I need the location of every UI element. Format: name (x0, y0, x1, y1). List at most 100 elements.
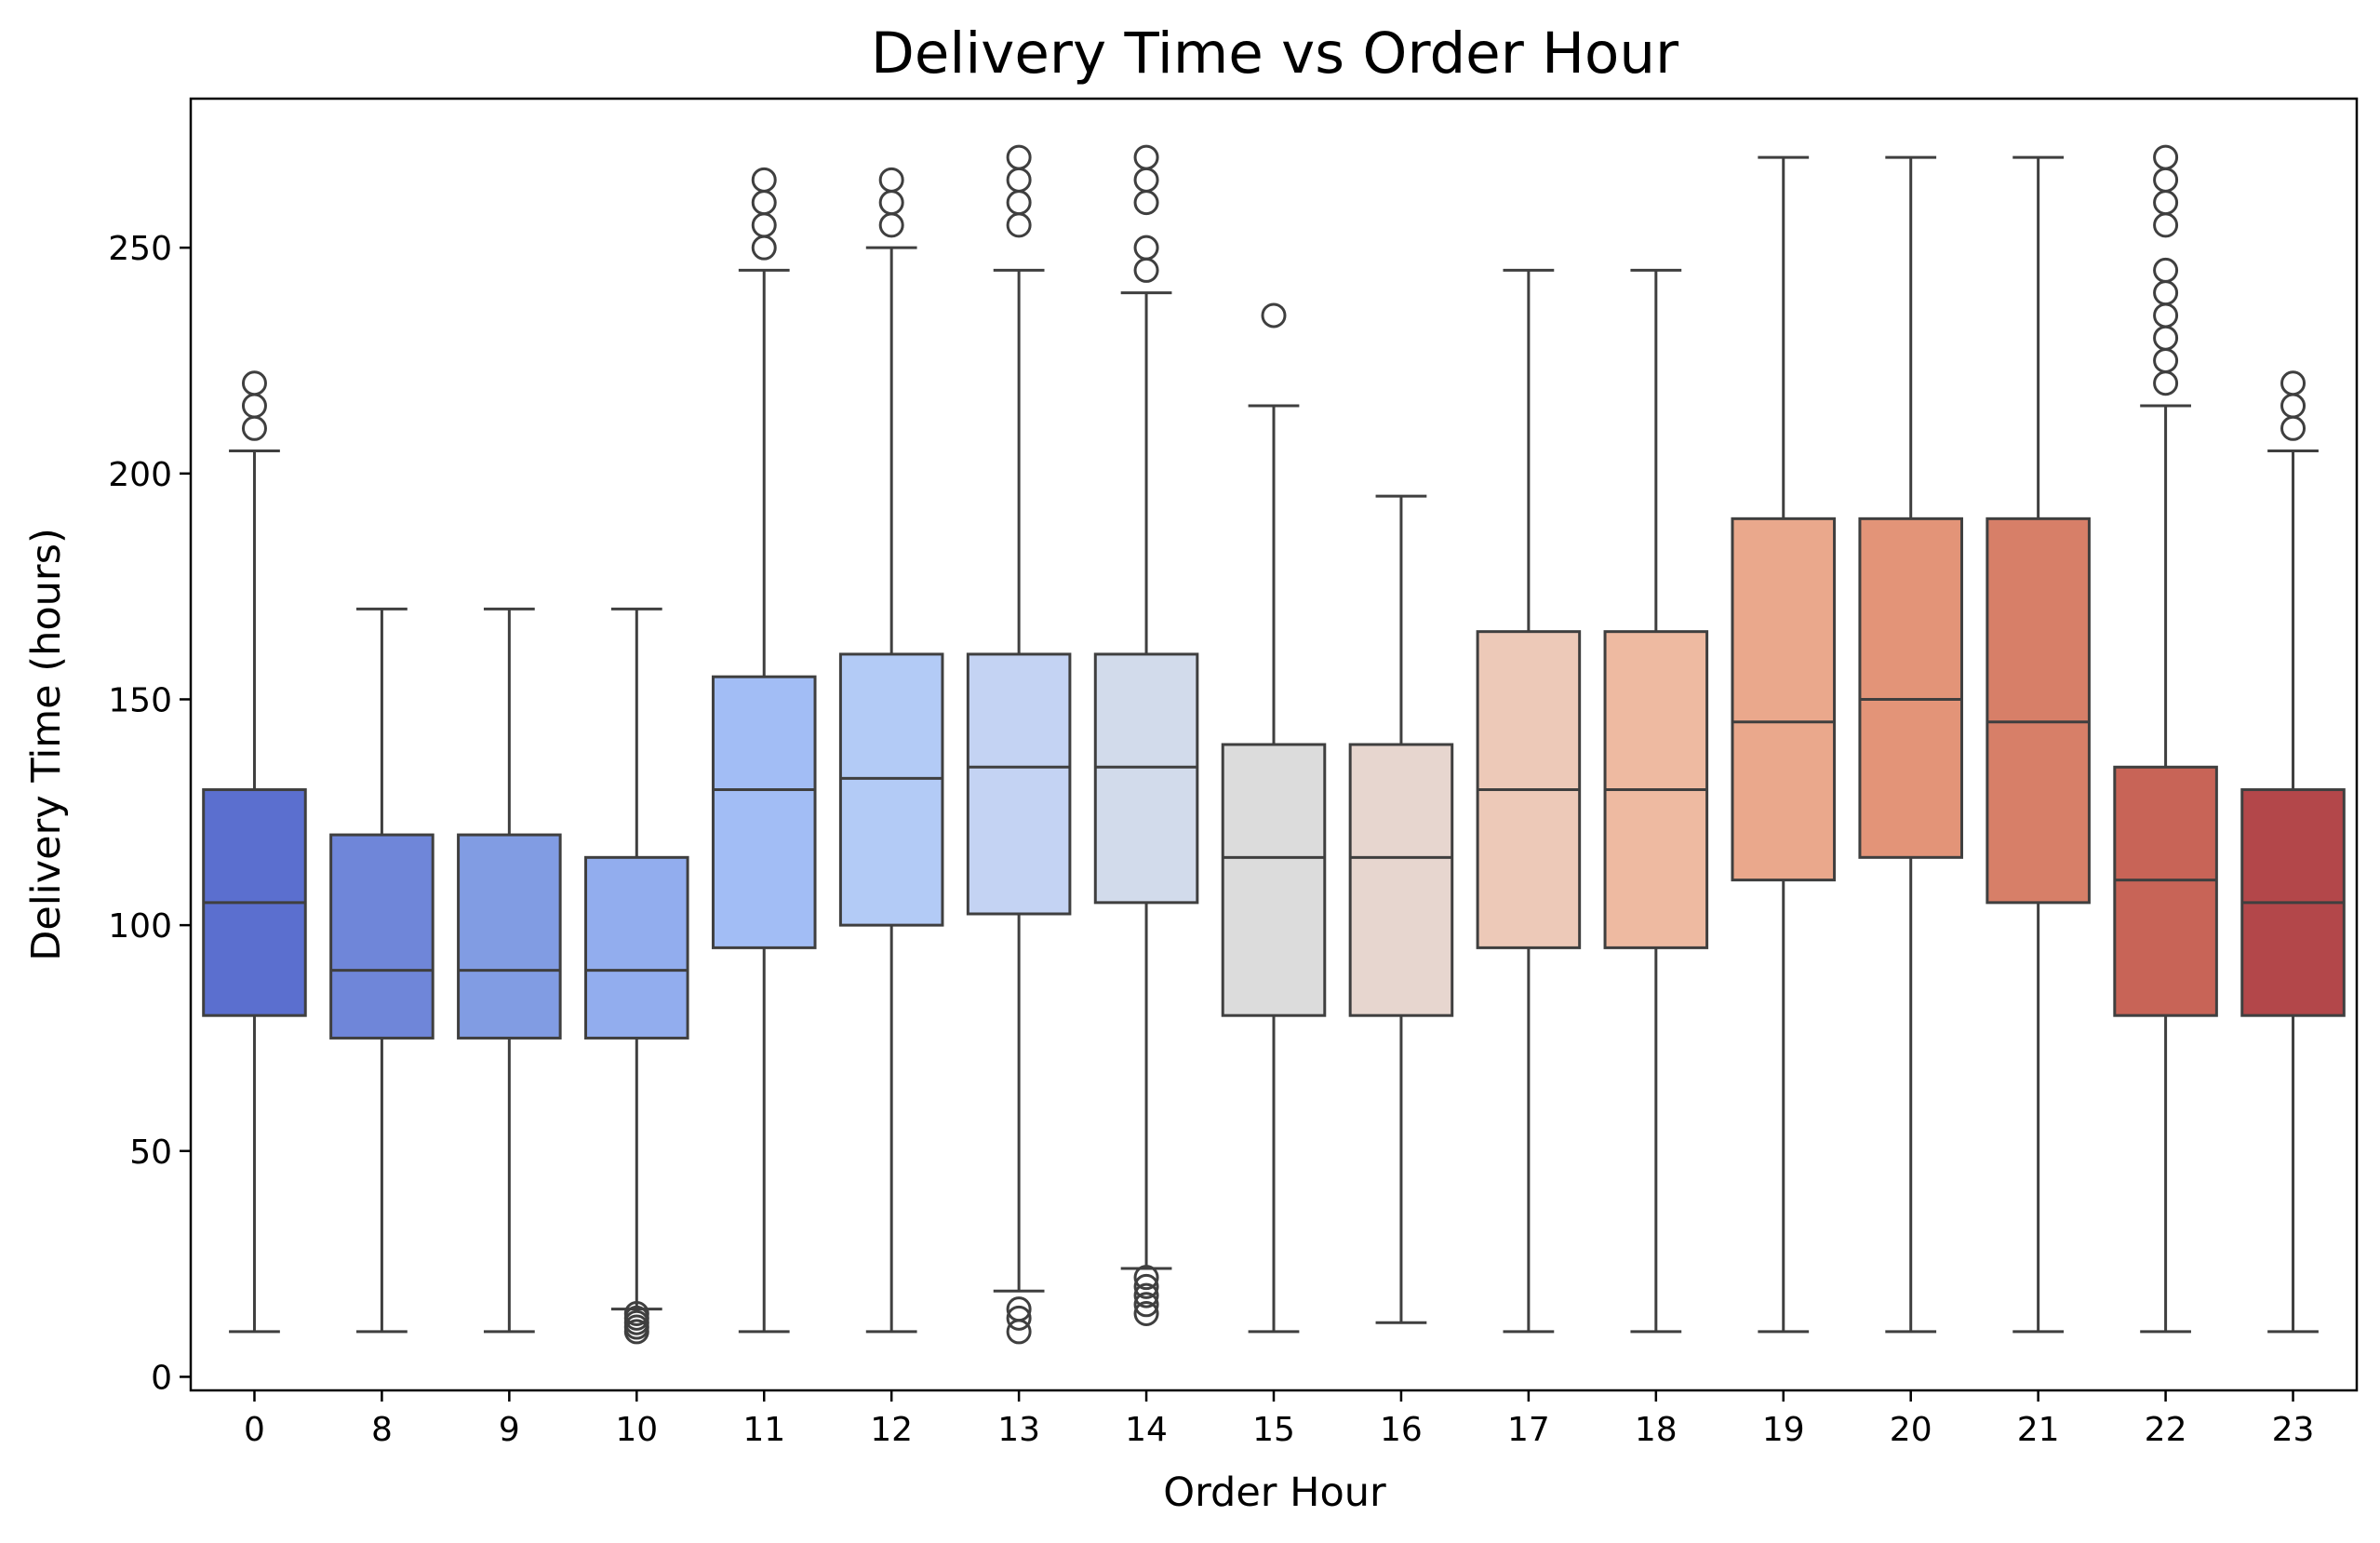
box-21 (1986, 155, 2091, 1334)
outlier-14-1 (1133, 1292, 1159, 1318)
x-tick-label-9: 9 (499, 1411, 520, 1449)
outlier-11-1 (751, 212, 777, 238)
outlier-14-2 (1133, 1282, 1159, 1308)
outlier-22-8 (2153, 167, 2179, 193)
y-tick-label-50: 50 (129, 1134, 172, 1172)
outlier-22-3 (2153, 302, 2179, 329)
x-tick-label-19: 19 (1762, 1411, 1805, 1449)
outlier-22-1 (2153, 347, 2179, 373)
box-15 (1221, 302, 1327, 1334)
outlier-22-0 (2153, 370, 2179, 396)
outlier-12-1 (878, 190, 904, 216)
outlier-22-7 (2153, 190, 2179, 216)
outlier-22-6 (2153, 212, 2179, 238)
x-tick-label-15: 15 (1252, 1411, 1295, 1449)
outlier-12-0 (878, 212, 904, 238)
x-tick-label-22: 22 (2145, 1411, 2187, 1449)
box-rect-16 (1348, 743, 1454, 1017)
box-20 (1858, 155, 1963, 1334)
outlier-0-2 (241, 370, 267, 396)
box-rect-11 (711, 675, 817, 949)
y-tick-label-100: 100 (108, 907, 172, 946)
outlier-22-9 (2153, 144, 2179, 170)
outlier-22-2 (2153, 325, 2179, 351)
outlier-23-0 (2280, 415, 2306, 441)
box-19 (1731, 155, 1837, 1334)
outlier-12-2 (878, 167, 904, 193)
box-16 (1348, 494, 1454, 1324)
x-tick-label-0: 0 (244, 1411, 265, 1449)
x-tick-label-17: 17 (1507, 1411, 1550, 1449)
outlier-13-3 (1006, 212, 1032, 238)
outlier-14-8 (1133, 167, 1159, 193)
outlier-13-6 (1006, 144, 1032, 170)
y-tick-label-200: 200 (108, 456, 172, 494)
box-rect-12 (838, 652, 944, 927)
outlier-0-0 (241, 415, 267, 441)
plot-area (202, 144, 2346, 1345)
x-tick-label-23: 23 (2272, 1411, 2315, 1449)
outlier-10-4 (623, 1300, 649, 1326)
outlier-15-0 (1261, 302, 1287, 329)
x-tick-label-16: 16 (1380, 1411, 1423, 1449)
box-22 (2113, 144, 2218, 1334)
box-rect-9 (457, 833, 562, 1040)
box-rect-22 (2113, 765, 2218, 1017)
y-axis-ticks: 0 50 100 150 200 250 (108, 230, 191, 1397)
box-rect-21 (1986, 517, 2091, 905)
box-rect-15 (1221, 743, 1327, 1017)
outlier-13-4 (1006, 190, 1032, 216)
box-14 (1093, 144, 1199, 1326)
x-tick-label-20: 20 (1890, 1411, 1932, 1449)
x-tick-label-21: 21 (2017, 1411, 2060, 1449)
x-tick-label-10: 10 (615, 1411, 658, 1449)
chart-title: Delivery Time vs Order Hour (871, 20, 1679, 87)
x-axis-ticks: 0 8 9 10 11 12 13 14 15 16 17 18 19 20 21 22 23 (244, 1390, 2314, 1449)
outlier-14-4 (1133, 1265, 1159, 1291)
y-tick-label-0: 0 (151, 1359, 172, 1397)
outlier-14-7 (1133, 190, 1159, 216)
box-13 (966, 144, 1072, 1345)
box-8 (329, 607, 435, 1334)
outlier-14-3 (1133, 1273, 1159, 1299)
outlier-22-4 (2153, 280, 2179, 306)
box-11 (711, 167, 817, 1334)
box-rect-8 (329, 833, 435, 1040)
x-axis-label: Order Hour (1163, 1469, 1386, 1516)
x-tick-label-8: 8 (371, 1411, 393, 1449)
outlier-13-0 (1006, 1319, 1032, 1345)
box-rect-10 (584, 855, 689, 1040)
y-axis-label: Delivery Time (hours) (23, 528, 70, 961)
x-tick-label-18: 18 (1635, 1411, 1678, 1449)
outlier-23-1 (2280, 393, 2306, 419)
outlier-14-9 (1133, 144, 1159, 170)
box-10 (584, 607, 689, 1345)
box-12 (838, 167, 944, 1334)
outlier-23-2 (2280, 370, 2306, 396)
box-0 (202, 370, 307, 1334)
outlier-14-0 (1133, 1300, 1159, 1326)
outlier-22-5 (2153, 257, 2179, 283)
outlier-11-2 (751, 190, 777, 216)
box-9 (457, 607, 562, 1334)
y-tick-label-250: 250 (108, 230, 172, 268)
x-tick-label-13: 13 (997, 1411, 1040, 1449)
box-23 (2240, 370, 2346, 1334)
box-17 (1476, 268, 1582, 1334)
x-tick-label-12: 12 (870, 1411, 913, 1449)
outlier-11-3 (751, 167, 777, 193)
outlier-13-1 (1006, 1305, 1032, 1331)
x-tick-label-11: 11 (742, 1411, 785, 1449)
box-rect-19 (1731, 517, 1837, 882)
outlier-14-6 (1133, 235, 1159, 261)
x-tick-label-14: 14 (1125, 1411, 1168, 1449)
y-tick-label-150: 150 (108, 681, 172, 719)
outlier-13-5 (1006, 167, 1032, 193)
box-18 (1603, 268, 1709, 1334)
box-rect-20 (1858, 517, 1963, 859)
box-rect-14 (1093, 652, 1199, 905)
outlier-11-0 (751, 235, 777, 261)
outlier-13-2 (1006, 1296, 1032, 1322)
box-rect-13 (966, 652, 1072, 916)
